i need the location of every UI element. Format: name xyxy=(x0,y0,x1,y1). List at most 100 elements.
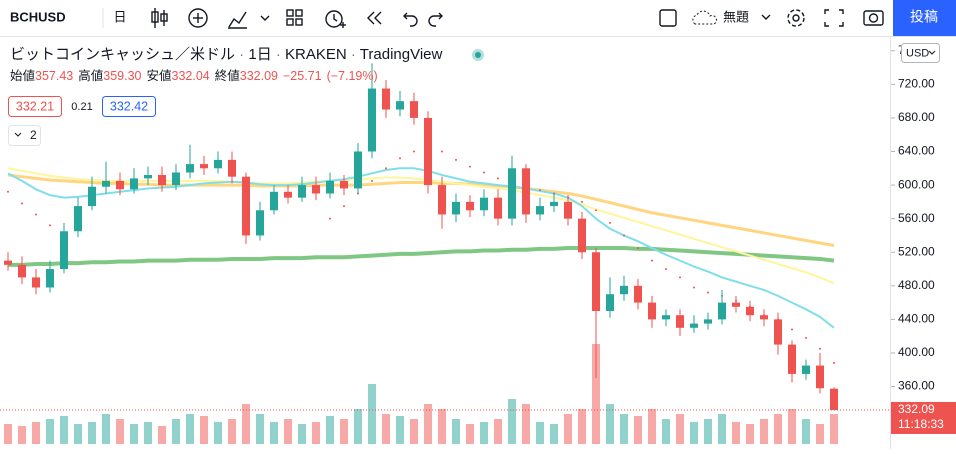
volume-bar xyxy=(732,422,740,444)
dropdown-arrow[interactable] xyxy=(761,14,771,20)
y-tick-label: 400.00 xyxy=(898,345,935,359)
psar-dot xyxy=(539,189,541,192)
volume-bar xyxy=(298,424,306,444)
candle-body xyxy=(256,210,264,236)
volume-bar xyxy=(466,424,474,444)
psar-dot xyxy=(343,205,345,208)
volume-bar xyxy=(676,414,684,444)
volume-bar xyxy=(746,424,754,444)
fullscreen-toggle[interactable] xyxy=(659,9,677,27)
volume-bar xyxy=(102,414,110,444)
candle-body xyxy=(88,186,96,207)
candle-body xyxy=(340,180,348,189)
high-label: 高値 xyxy=(78,68,103,83)
candle-body xyxy=(102,180,110,187)
indicator-count[interactable]: 2 xyxy=(30,128,37,142)
candle-body xyxy=(592,252,600,311)
undo-button[interactable] xyxy=(403,12,418,27)
volume-bar xyxy=(508,399,516,444)
currency-arrow[interactable] xyxy=(928,50,936,55)
volume-bar xyxy=(60,416,68,444)
candle-body xyxy=(480,197,488,211)
sep: · xyxy=(235,46,248,63)
volume-bar xyxy=(438,409,446,444)
psar-dot xyxy=(497,177,499,180)
candle-body xyxy=(662,315,670,320)
moving-average xyxy=(7,173,835,247)
volume-bar xyxy=(270,422,278,444)
redo-button[interactable] xyxy=(428,12,443,27)
candle-body xyxy=(158,175,166,186)
indicator-templates-button[interactable] xyxy=(228,11,270,29)
volume-bar xyxy=(242,404,250,444)
publish-label[interactable]: 投稿 xyxy=(910,9,938,25)
candle-body xyxy=(550,201,558,207)
candle-body xyxy=(830,388,838,410)
ask[interactable]: 332.42 xyxy=(110,99,148,113)
candle-body xyxy=(536,206,544,215)
replay-button[interactable] xyxy=(367,11,382,25)
volume-bar xyxy=(256,414,264,444)
settings-button[interactable] xyxy=(787,9,805,27)
psar-dot xyxy=(483,171,485,174)
indicators-button[interactable] xyxy=(188,8,208,28)
ask-box[interactable] xyxy=(102,96,156,117)
psar-dot xyxy=(595,209,597,212)
spread: 0.21 xyxy=(71,101,92,113)
bid-box[interactable] xyxy=(8,96,62,117)
candle-body xyxy=(564,201,572,219)
volume-bar xyxy=(326,416,334,444)
candle-body xyxy=(368,88,376,152)
publish-button[interactable] xyxy=(893,0,956,36)
candle-body xyxy=(494,197,502,219)
volume-bar xyxy=(690,422,698,444)
candle-type-button[interactable] xyxy=(151,8,168,28)
template-name[interactable]: 無題 xyxy=(723,9,749,24)
maximize-button[interactable] xyxy=(824,9,844,27)
candle-body xyxy=(186,164,194,173)
symbol[interactable]: BCHUSD xyxy=(10,9,66,24)
candle-body xyxy=(690,323,698,328)
close-value: 332.09 xyxy=(240,69,278,83)
psar-dot xyxy=(441,150,443,153)
volume-bar xyxy=(354,409,362,444)
candle-body xyxy=(228,159,236,177)
layout-button[interactable] xyxy=(286,9,303,26)
currency-select[interactable]: USD xyxy=(901,43,940,63)
candle-body xyxy=(242,176,250,236)
volume-bar xyxy=(788,409,796,444)
candle-body xyxy=(466,201,474,211)
candle-body xyxy=(130,178,138,190)
moving-average xyxy=(8,246,835,267)
toggle-arrow[interactable] xyxy=(14,132,22,137)
psar-dot xyxy=(805,336,807,339)
currency-box[interactable] xyxy=(901,43,940,63)
psar-dot xyxy=(35,213,37,216)
volume-bar xyxy=(410,419,418,444)
volume-bar xyxy=(648,409,656,444)
open-label: 始値 xyxy=(10,68,35,83)
y-tick-label: 680.00 xyxy=(898,110,935,124)
volume-bar xyxy=(382,414,390,444)
candle-body xyxy=(578,218,586,253)
psar-dot xyxy=(469,165,471,168)
indicators-toggle[interactable] xyxy=(8,125,41,146)
countdown: 11:18:33 xyxy=(898,417,944,431)
candle-body xyxy=(32,277,40,288)
candle-body xyxy=(74,206,82,232)
psar-dot xyxy=(49,224,51,227)
psar-dot xyxy=(455,158,457,161)
volume-bar xyxy=(214,422,222,444)
psar-dot xyxy=(581,200,583,203)
screenshot-button[interactable] xyxy=(863,10,884,26)
bid[interactable]: 332.21 xyxy=(16,99,54,113)
candle-body xyxy=(396,101,404,110)
psar-dot xyxy=(609,221,611,224)
alert-button[interactable] xyxy=(325,10,346,28)
currency[interactable]: USD xyxy=(906,47,929,59)
candle-body xyxy=(214,159,222,169)
legend: ビットコインキャッシュ／米ドル · 1日 · KRAKEN · TradingV… xyxy=(8,46,484,146)
interval-button[interactable]: 日 xyxy=(113,9,126,24)
volume-bar xyxy=(606,404,614,444)
psar-dot xyxy=(399,157,401,160)
